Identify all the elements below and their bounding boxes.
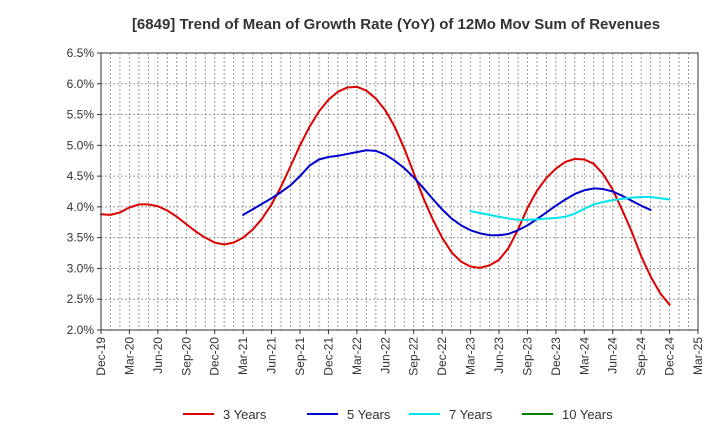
- legend: 3 Years 5 Years 7 Years 10 Years: [183, 407, 613, 422]
- x-tick-label: Sep-22: [407, 337, 421, 376]
- y-axis-ticks: 2.0% 2.5% 3.0% 3.5% 4.0% 4.5% 5.0% 5.5% 6.0% 6.5%: [67, 46, 101, 337]
- x-tick-label: Mar-22: [350, 337, 364, 375]
- legend-label-7-years: 7 Years: [449, 407, 493, 422]
- x-tick-label: Mar-24: [577, 337, 591, 375]
- x-tick-label: Dec-24: [663, 337, 677, 376]
- x-tick-label: Mar-23: [464, 337, 478, 375]
- y-tick-label: 3.5%: [67, 231, 95, 245]
- plot-frame: [100, 52, 699, 331]
- y-tick-label: 4.0%: [67, 200, 95, 214]
- x-tick-label: Sep-20: [179, 337, 193, 376]
- x-tick-label: Sep-21: [293, 337, 307, 376]
- x-tick-label: Jun-22: [378, 337, 392, 374]
- y-tick-label: 5.5%: [67, 108, 95, 122]
- x-tick-label: Dec-19: [94, 337, 108, 376]
- x-tick-label: Dec-20: [208, 337, 222, 376]
- y-tick-label: 4.5%: [67, 169, 95, 183]
- x-tick-label: Sep-24: [634, 337, 648, 376]
- y-tick-label: 5.0%: [67, 138, 95, 152]
- x-tick-label: Mar-25: [691, 337, 705, 375]
- plot-area: [101, 53, 698, 330]
- x-tick-label: Jun-23: [492, 337, 506, 374]
- legend-label-10-years: 10 Years: [562, 407, 613, 422]
- grid: [101, 53, 698, 330]
- x-tick-label: Jun-21: [265, 337, 279, 374]
- y-tick-label: 6.5%: [67, 46, 95, 60]
- x-tick-label: Mar-21: [236, 337, 250, 375]
- x-tick-label: Jun-24: [606, 337, 620, 374]
- legend-label-5-years: 5 Years: [347, 407, 391, 422]
- series-line-3-years: [100, 85, 671, 306]
- series-line-7-years: [469, 196, 671, 221]
- x-tick-label: Sep-23: [520, 337, 534, 376]
- series-group: [100, 85, 671, 306]
- x-tick-label: Mar-20: [122, 337, 136, 375]
- y-tick-label: 2.5%: [67, 292, 95, 306]
- x-tick-label: Jun-20: [151, 337, 165, 374]
- y-tick-label: 3.0%: [67, 261, 95, 275]
- x-axis-ticks: Dec-19 Mar-20 Jun-20 Sep-20 Dec-20 Mar-21 Jun-…: [94, 330, 705, 376]
- y-tick-label: 6.0%: [67, 77, 95, 91]
- y-tick-label: 2.0%: [67, 323, 95, 337]
- legend-label-3-years: 3 Years: [223, 407, 267, 422]
- x-tick-label: Dec-23: [549, 337, 563, 376]
- x-tick-label: Dec-21: [321, 337, 335, 376]
- series-line-5-years: [242, 149, 652, 237]
- chart-title: [6849] Trend of Mean of Growth Rate (YoY…: [132, 16, 660, 33]
- x-tick-label: Dec-22: [435, 337, 449, 376]
